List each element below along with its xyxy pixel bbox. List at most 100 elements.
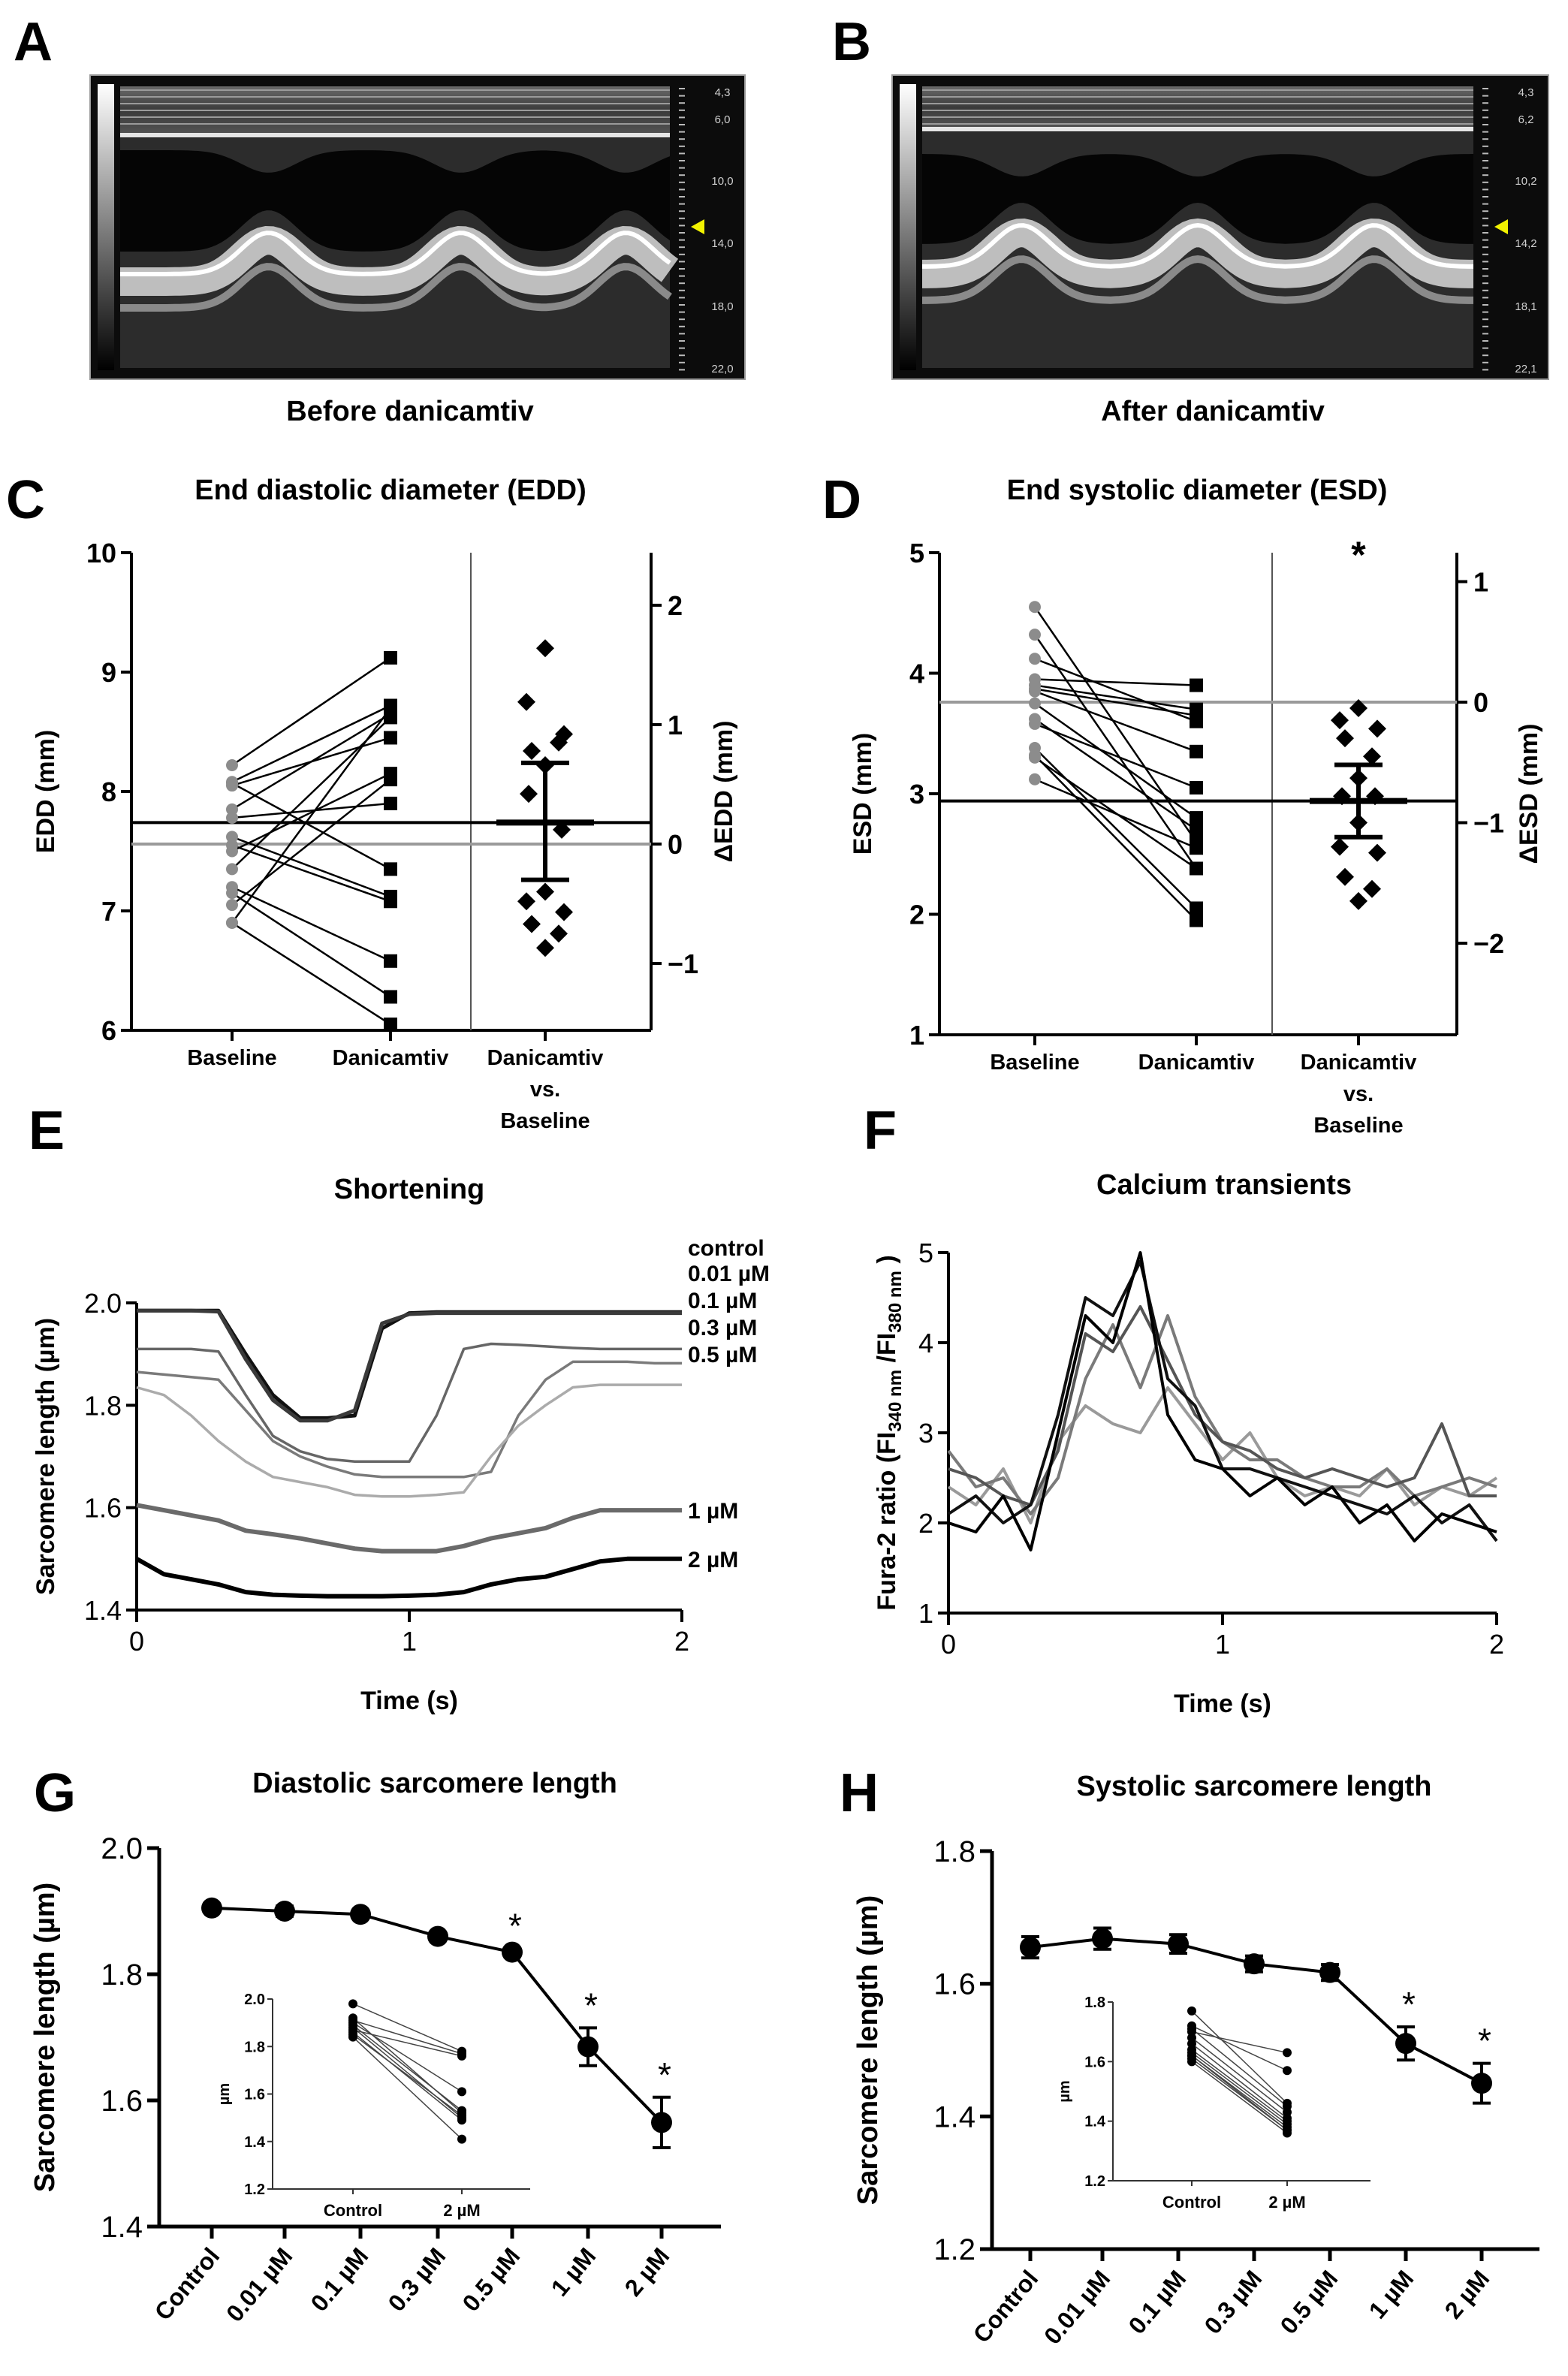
danicamtiv-point [1190, 678, 1203, 692]
delta-point [523, 741, 541, 760]
focus-marker-icon [1494, 219, 1508, 234]
pair-line [231, 836, 391, 898]
series-line [136, 1383, 682, 1498]
baseline-point [1029, 773, 1041, 785]
series-line [136, 1360, 682, 1479]
significance-asterisk: * [508, 1907, 522, 1946]
echo-wall-line [922, 255, 1473, 304]
x-tick-label: 0 [129, 1626, 144, 1657]
inset-pair-line [352, 2022, 463, 2092]
inset-y-tick-label: 1.4 [1084, 2114, 1106, 2130]
baseline-point [1029, 685, 1041, 698]
y-tick-label: 4 [918, 1328, 933, 1358]
y-tick-label: 4 [909, 659, 924, 689]
inset-treated-point [457, 2087, 466, 2097]
baseline-point [226, 759, 238, 772]
delta-point [536, 639, 554, 658]
delta-point [550, 733, 568, 752]
significance-asterisk: * [658, 2055, 671, 2094]
inset-treated-point [1283, 2048, 1292, 2058]
pair-line [231, 802, 391, 819]
significance-asterisk: * [1402, 1985, 1416, 2024]
baseline-point [1029, 653, 1041, 665]
series-line [947, 1260, 1498, 1542]
delta-point [1336, 867, 1354, 886]
inset-pair-line [352, 2034, 463, 2116]
inset-y-tick-label: 1.6 [1084, 2054, 1105, 2070]
x-tick-label: Danicamtiv [1138, 1051, 1255, 1075]
danicamtiv-point [1190, 901, 1203, 915]
baseline-point [1029, 717, 1041, 730]
focus-marker-icon [691, 219, 704, 234]
data-point [350, 1904, 371, 1925]
series-label: 0.5 µM [688, 1343, 757, 1367]
delta-point [1331, 837, 1349, 856]
depth-scale-label: 22,1 [1515, 363, 1536, 375]
pair-line [1033, 634, 1198, 870]
echo-tissue-band [922, 86, 1473, 129]
x-tick-label: 2 [674, 1626, 689, 1657]
danicamtiv-point [1190, 861, 1203, 876]
chart-title: End diastolic diameter (EDD) [194, 475, 586, 506]
danicamtiv-point [384, 701, 397, 715]
inset-treated-point [457, 2051, 466, 2061]
delta-point [523, 915, 541, 933]
inset-x-tick-label: Control [324, 2201, 382, 2220]
data-point [1168, 1933, 1189, 1955]
inset-treated-point [1283, 2128, 1292, 2138]
baseline-point [1029, 629, 1041, 641]
y2-tick-label: 2 [668, 590, 683, 621]
danicamtiv-point [384, 796, 397, 810]
y-tick-label: 3 [909, 779, 924, 810]
y-axis-label: EDD (mm) [32, 730, 60, 853]
pair-line [231, 886, 391, 962]
pair-line [231, 707, 392, 924]
pair-line [1033, 606, 1198, 843]
inset-pair-line [352, 2003, 463, 2052]
inset-pair-line [1191, 2031, 1288, 2054]
x-tick-label: vs. [530, 1078, 560, 1102]
pair-line [231, 921, 391, 1026]
delta-point [555, 903, 573, 921]
y-tick-label: 1.6 [84, 1493, 122, 1524]
inset-pair-line [1191, 2049, 1288, 2122]
panel-letter: H [840, 1763, 879, 1823]
y-tick-label: 2.0 [101, 1832, 143, 1865]
y2-tick-label: −1 [668, 948, 698, 979]
y-tick-label: 2.0 [84, 1288, 122, 1319]
inset-control-point [1187, 2006, 1196, 2016]
inset-pair-line [352, 2017, 463, 2114]
pair-line [1034, 778, 1197, 849]
delta-point [1363, 879, 1381, 898]
echo-wall-line [120, 231, 671, 276]
data-point [1092, 1928, 1113, 1949]
delta-point [1368, 843, 1386, 862]
data-point [651, 2112, 672, 2133]
inset-treated-point [1283, 2066, 1292, 2076]
y-tick-label: 8 [101, 776, 116, 807]
x-axis-label: Time (s) [1174, 1690, 1271, 1718]
y-tick-label: 1 [918, 1598, 933, 1629]
delta-point [536, 882, 554, 901]
y2-tick-label: 1 [1473, 567, 1488, 598]
series-label: 0.3 µM [688, 1316, 757, 1340]
y-tick-label: 6 [101, 1015, 116, 1046]
echo-wall-line [120, 263, 672, 312]
pair-line [1034, 684, 1197, 710]
series-line [135, 1556, 682, 1599]
y-tick-label: 1.2 [933, 2233, 975, 2266]
series-label: control [688, 1236, 764, 1261]
panel-letter: A [14, 12, 53, 72]
x-tick-label: Danicamtiv [487, 1046, 604, 1070]
delta-point [1368, 719, 1386, 738]
panel-letter: B [832, 12, 871, 72]
x-tick-label: Baseline [990, 1051, 1079, 1075]
inset-y-tick-label: 1.2 [244, 2182, 265, 2198]
echo-posterior-wall [120, 226, 679, 296]
chart-panel-C: C End diastolic diameter (EDD) 6 7 8 9 10 −1 0 1 2… [6, 470, 738, 1133]
y2-tick-label: 0 [1473, 687, 1488, 718]
series-line [137, 1308, 682, 1420]
y-axis-label: Fura-2 ratio (FI340 nm /FI380 nm ) [873, 1255, 906, 1610]
series-line [137, 1342, 682, 1464]
